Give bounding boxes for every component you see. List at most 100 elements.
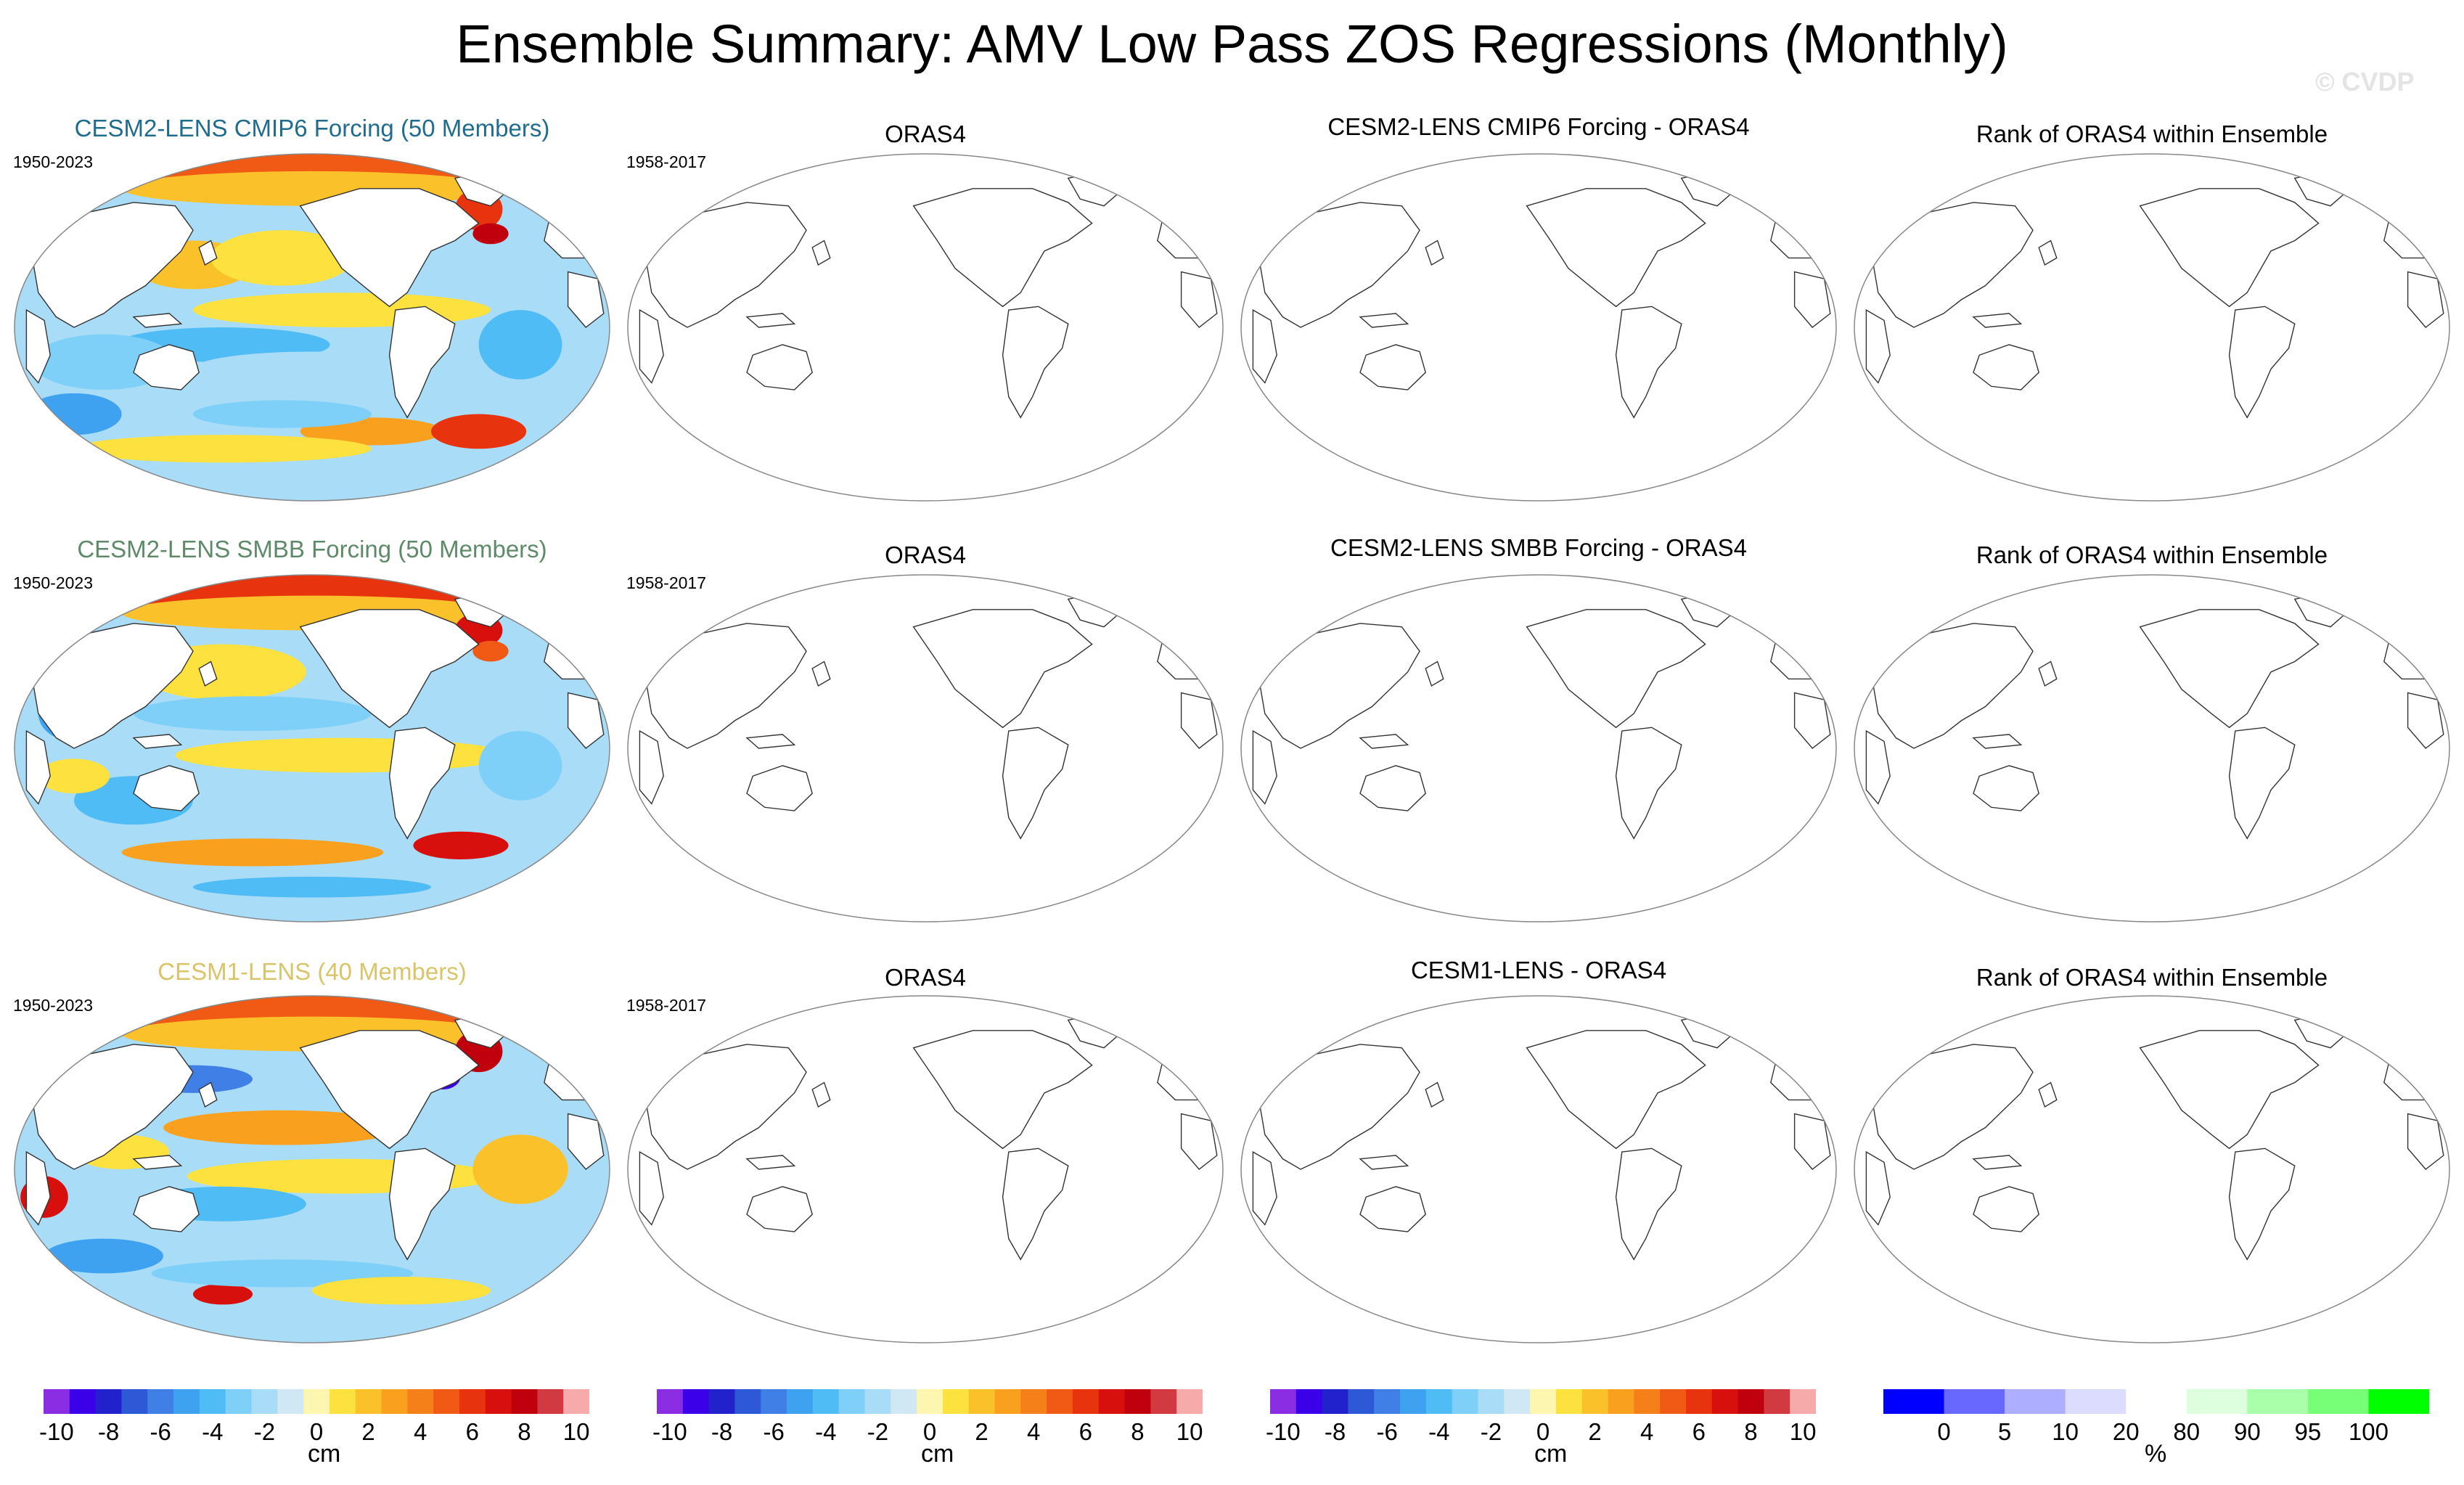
coastline-africaright — [1180, 271, 1218, 328]
colorbar-tick-label: 10 — [2052, 1418, 2079, 1445]
colorbar-tick-label: 8 — [1131, 1418, 1145, 1445]
coastline-australia — [133, 344, 200, 390]
coastline-australia — [133, 765, 200, 811]
coastline-africaright — [567, 692, 605, 749]
colorbar-swatch — [2005, 1389, 2066, 1414]
colorbar-swatch — [485, 1389, 512, 1414]
colorbar-swatch — [1124, 1389, 1151, 1414]
coastline-africaright — [567, 1113, 605, 1170]
colorbar-swatch — [968, 1389, 996, 1414]
coastline-africaright — [2407, 692, 2444, 749]
colorbar-tick-label: 6 — [1078, 1418, 1093, 1445]
period-label-ensemble-mean-row3: 1950-2023 — [13, 996, 93, 1015]
colorbar-tick-label: 8 — [517, 1418, 531, 1445]
colorbar-swatch — [95, 1389, 122, 1414]
colorbar-swatch — [1478, 1389, 1505, 1414]
map-border — [1240, 574, 1837, 922]
colorbar-swatch — [1176, 1389, 1203, 1414]
map-border — [627, 995, 1224, 1343]
coastline-southamerica — [1615, 1148, 1682, 1261]
coastline-africaright — [1793, 692, 1831, 749]
map-difference-row1 — [1240, 153, 1837, 502]
colorbar-swatch — [1374, 1389, 1401, 1414]
map-observation-row1 — [627, 153, 1224, 502]
period-label-ensemble-mean-row2: 1950-2023 — [13, 573, 93, 592]
coastline-northamerica — [299, 1030, 480, 1150]
colorbar-swatch — [1555, 1389, 1583, 1414]
colorbar-tick-label: 20 — [2112, 1418, 2140, 1445]
map-observation-row3 — [627, 995, 1224, 1343]
field-anomaly-patch — [472, 223, 509, 245]
field-anomaly-patch — [193, 351, 431, 387]
colorbar-swatch — [1452, 1389, 1478, 1414]
colorbar-swatch — [1634, 1389, 1661, 1414]
coastline-northamerica — [2139, 188, 2320, 308]
coastline-japan — [198, 660, 218, 687]
colorbar-tick-label: 2 — [1588, 1418, 1602, 1445]
map-border — [1240, 153, 1837, 502]
colorbar-unit: % — [2145, 1440, 2167, 1468]
colorbar-swatch — [1608, 1389, 1634, 1414]
colorbar-swatch — [994, 1389, 1021, 1414]
colorbar-tick-label: 95 — [2294, 1418, 2322, 1445]
map-border — [1854, 574, 2450, 922]
colorbar-swatch — [1530, 1389, 1557, 1414]
colorbar-tick-label: -10 — [1266, 1418, 1301, 1445]
colorbar-swatch — [199, 1389, 226, 1414]
colorbar-swatch — [1072, 1389, 1100, 1414]
field-anomaly-patch — [472, 1134, 568, 1204]
coastline-africaright — [2407, 271, 2444, 328]
colorbar-2 — [657, 1389, 1203, 1414]
coastline-europe — [1157, 1050, 1212, 1101]
field-anomaly-patch — [210, 230, 354, 286]
colorbar-swatch — [942, 1389, 970, 1414]
coastline-africaright — [2407, 1113, 2444, 1170]
colorbar-swatch — [147, 1389, 174, 1414]
colorbar-swatch — [329, 1389, 356, 1414]
colorbar-tick-label: -10 — [39, 1418, 74, 1445]
colorbar-tick-label: -4 — [202, 1418, 224, 1445]
map-ensemble-mean-row3 — [14, 995, 610, 1343]
field-anomaly-patch — [163, 1110, 401, 1145]
coastline-indonesia — [1972, 734, 2023, 749]
coastline-europe — [1157, 629, 1212, 680]
coastline-southamerica — [1002, 306, 1069, 419]
colorbar-tick-label: 8 — [1744, 1418, 1758, 1445]
colorbar-swatch — [381, 1389, 408, 1414]
map-difference-row2 — [1240, 574, 1837, 922]
coastline-eurasia — [644, 623, 807, 749]
colorbar-tick-label: 0 — [309, 1418, 324, 1445]
field-anomaly-patch — [38, 758, 110, 794]
panel-title-observation-row2: ORAS4 — [885, 541, 966, 568]
coastline-eurasia — [1871, 202, 2034, 328]
colorbar-tick-label: -6 — [1376, 1418, 1398, 1445]
colorbar-tick-label: 90 — [2233, 1418, 2261, 1445]
colorbar-tick-label: -2 — [867, 1418, 889, 1445]
field-anomaly-patch — [26, 393, 122, 435]
colorbar-swatch — [537, 1389, 564, 1414]
coastline-africaedge — [639, 1150, 664, 1226]
field-anomaly-patch — [74, 435, 372, 463]
colorbar-tick-label: -6 — [150, 1418, 171, 1445]
coastline-eurasia — [1871, 623, 2034, 749]
field-anomaly-patch — [413, 831, 509, 859]
panel-title-difference-row1: CESM2-LENS CMIP6 Forcing - ORAS4 — [1327, 113, 1750, 140]
coastline-northamerica — [912, 609, 1093, 729]
map-observation-row2 — [627, 574, 1224, 922]
colorbar-swatch — [1660, 1389, 1687, 1414]
panel-title-ensemble-mean-row1: CESM2-LENS CMIP6 Forcing (50 Members) — [74, 115, 550, 142]
coastline-greenland — [1067, 592, 1129, 628]
colorbar-swatch — [225, 1389, 252, 1414]
coastline-indonesia — [132, 313, 183, 328]
field-anomaly-patch — [193, 400, 372, 428]
colorbar-swatch — [1322, 1389, 1348, 1414]
coastline-eurasia — [31, 1044, 194, 1170]
panel-title-observation-row3: ORAS4 — [885, 964, 966, 991]
coastline-northamerica — [1526, 188, 1706, 308]
coastline-northamerica — [912, 1030, 1093, 1150]
field-anomaly-patch — [478, 731, 562, 801]
map-rank-row3 — [1854, 995, 2450, 1343]
panel-title-ensemble-mean-row3: CESM1-LENS (40 Members) — [157, 958, 467, 985]
coastline-greenland — [2293, 171, 2355, 207]
colorbar-swatch — [1047, 1389, 1073, 1414]
